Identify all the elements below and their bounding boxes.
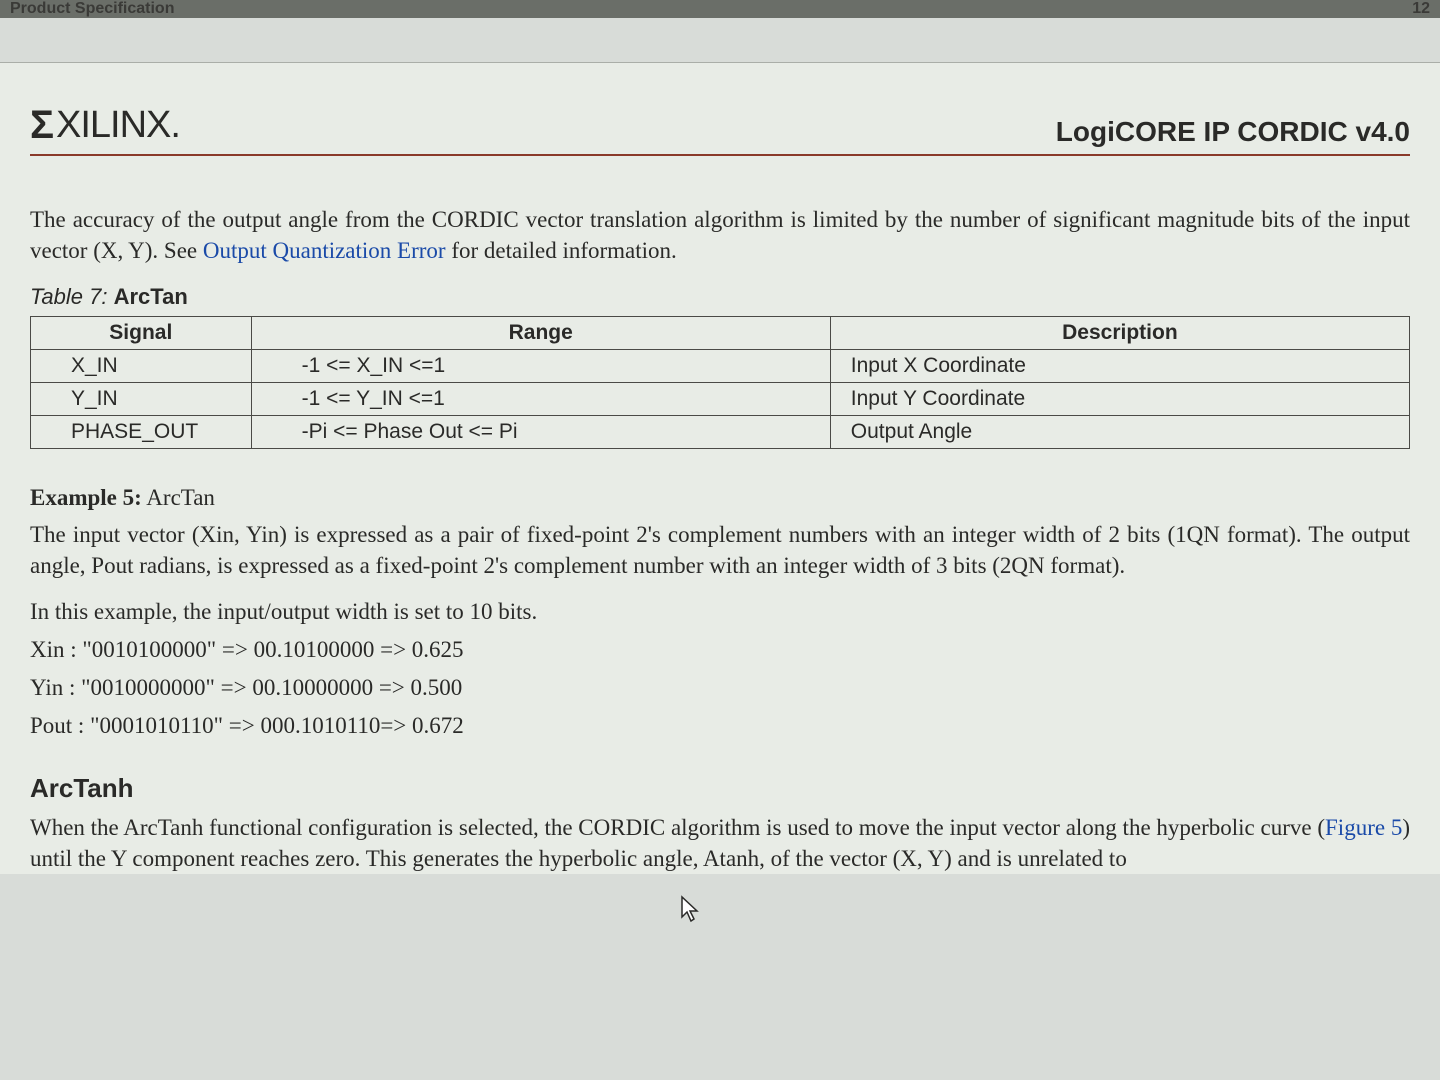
example5-xin: Xin : "0010100000" => 00.10100000 => 0.6… [30, 637, 1410, 663]
topbar-left-label: Product Specification [10, 0, 174, 18]
xilinx-logo-mark: Σ [30, 103, 52, 148]
link-figure5[interactable]: Figure 5 [1325, 815, 1402, 840]
cell-desc: Input Y Coordinate [830, 383, 1409, 416]
example5-para1: The input vector (Xin, Yin) is expressed… [30, 519, 1410, 581]
example5-heading-name: ArcTan [142, 485, 215, 510]
th-range: Range [251, 317, 830, 350]
table-row: X_IN -1 <= X_IN <=1 Input X Coordinate [31, 350, 1410, 383]
mouse-cursor-icon [680, 895, 702, 923]
arctanh-text-before: When the ArcTanh functional configuratio… [30, 815, 1325, 840]
table7-caption: Table 7: ArcTan [30, 284, 1410, 310]
example5-yin: Yin : "0010000000" => 00.10000000 => 0.5… [30, 675, 1410, 701]
doc-header: Σ XILINX. LogiCORE IP CORDIC v4.0 [30, 103, 1410, 156]
cell-range: -1 <= X_IN <=1 [251, 350, 830, 383]
table-row: Y_IN -1 <= Y_IN <=1 Input Y Coordinate [31, 383, 1410, 416]
table7-arctan: Signal Range Description X_IN -1 <= X_IN… [30, 316, 1410, 449]
example5-para2: In this example, the input/output width … [30, 599, 1410, 625]
example5-heading-prefix: Example 5: [30, 485, 142, 510]
xilinx-logo-text: XILINX. [56, 104, 180, 147]
intro-paragraph: The accuracy of the output angle from th… [30, 204, 1410, 266]
viewer-topbar: Product Specification 12 [0, 0, 1440, 18]
intro-text-after: for detailed information. [446, 238, 677, 263]
cell-desc: Input X Coordinate [830, 350, 1409, 383]
document-page: Σ XILINX. LogiCORE IP CORDIC v4.0 The ac… [0, 63, 1440, 874]
example5-heading: Example 5: ArcTan [30, 485, 1410, 511]
table-header-row: Signal Range Description [31, 317, 1410, 350]
cell-signal: Y_IN [31, 383, 252, 416]
table7-caption-prefix: Table 7: [30, 284, 107, 309]
topbar-page-number: 12 [1412, 0, 1430, 18]
cell-range: -Pi <= Phase Out <= Pi [251, 416, 830, 449]
cell-desc: Output Angle [830, 416, 1409, 449]
doc-title: LogiCORE IP CORDIC v4.0 [1056, 116, 1410, 148]
table7-caption-name: ArcTan [114, 284, 188, 309]
cell-range: -1 <= Y_IN <=1 [251, 383, 830, 416]
th-description: Description [830, 317, 1409, 350]
xilinx-logo: Σ XILINX. [30, 103, 180, 148]
example5-pout: Pout : "0001010110" => 000.1010110=> 0.6… [30, 713, 1410, 739]
table-row: PHASE_OUT -Pi <= Phase Out <= Pi Output … [31, 416, 1410, 449]
cell-signal: X_IN [31, 350, 252, 383]
cell-signal: PHASE_OUT [31, 416, 252, 449]
viewer-toolbar-spacer [0, 18, 1440, 63]
th-signal: Signal [31, 317, 252, 350]
arctanh-para: When the ArcTanh functional configuratio… [30, 812, 1410, 874]
link-output-quant-error[interactable]: Output Quantization Error [203, 238, 446, 263]
arctanh-heading: ArcTanh [30, 773, 1410, 804]
